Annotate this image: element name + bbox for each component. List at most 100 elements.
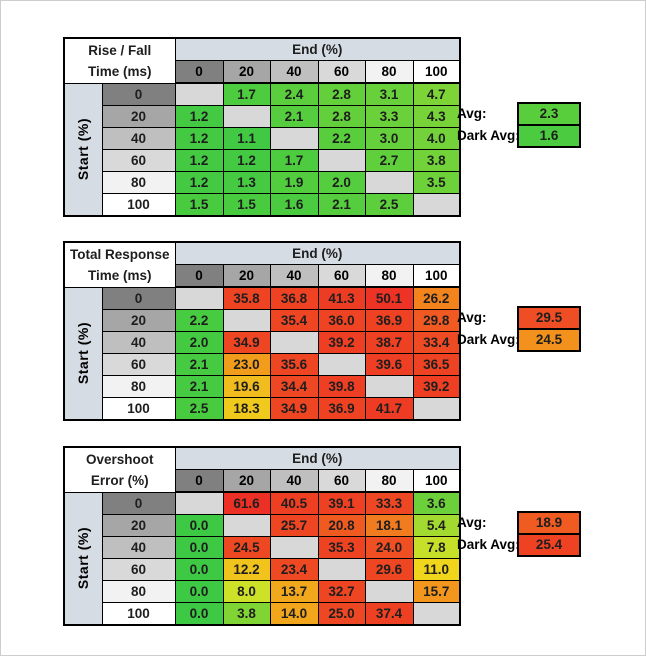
data-cell[interactable]: 2.1 (174, 375, 224, 398)
end-col-header-0[interactable]: 0 (174, 60, 224, 84)
dark-avg-value-cell[interactable]: 24.5 (519, 330, 579, 350)
data-cell[interactable]: 0.0 (174, 536, 224, 559)
start-row-header-40[interactable]: 40 (101, 331, 176, 354)
data-cell[interactable]: 36.9 (364, 309, 414, 332)
data-cell[interactable]: 39.2 (412, 375, 461, 398)
diagonal-blank-cell[interactable] (222, 309, 271, 332)
data-cell[interactable]: 1.2 (174, 149, 224, 172)
data-cell[interactable]: 36.0 (317, 309, 366, 332)
diagonal-blank-cell[interactable] (364, 375, 414, 398)
data-cell[interactable]: 12.2 (222, 558, 271, 581)
data-cell[interactable]: 1.7 (222, 82, 271, 106)
data-cell[interactable]: 33.4 (412, 331, 461, 354)
diagonal-blank-cell[interactable] (174, 82, 224, 106)
data-cell[interactable]: 38.7 (364, 331, 414, 354)
data-cell[interactable]: 36.5 (412, 353, 461, 376)
data-cell[interactable]: 8.0 (222, 580, 271, 603)
data-cell[interactable]: 25.0 (317, 602, 366, 626)
data-cell[interactable]: 1.1 (222, 127, 271, 150)
data-cell[interactable]: 41.7 (364, 397, 414, 421)
data-cell[interactable]: 34.9 (269, 397, 319, 421)
diagonal-blank-cell[interactable] (317, 149, 366, 172)
data-cell[interactable]: 39.6 (364, 353, 414, 376)
data-cell[interactable]: 1.3 (222, 171, 271, 194)
data-cell[interactable]: 3.8 (222, 602, 271, 626)
data-cell[interactable]: 35.3 (317, 536, 366, 559)
end-col-header-40[interactable]: 40 (269, 264, 319, 288)
data-cell[interactable]: 3.5 (412, 171, 461, 194)
end-col-header-60[interactable]: 60 (317, 469, 366, 493)
data-cell[interactable]: 34.4 (269, 375, 319, 398)
data-cell[interactable]: 3.8 (412, 149, 461, 172)
end-col-header-100[interactable]: 100 (412, 264, 461, 288)
data-cell[interactable]: 2.5 (364, 193, 414, 217)
data-cell[interactable]: 2.8 (317, 82, 366, 106)
data-cell[interactable]: 1.2 (174, 127, 224, 150)
data-cell[interactable]: 1.2 (222, 149, 271, 172)
data-cell[interactable]: 15.7 (412, 580, 461, 603)
end-axis-header[interactable]: End (%) (174, 241, 461, 265)
data-cell[interactable]: 20.8 (317, 514, 366, 537)
data-cell[interactable]: 13.7 (269, 580, 319, 603)
data-cell[interactable]: 23.0 (222, 353, 271, 376)
diagonal-blank-cell[interactable] (269, 127, 319, 150)
data-cell[interactable]: 3.3 (364, 105, 414, 128)
data-cell[interactable]: 2.2 (174, 309, 224, 332)
end-col-header-100[interactable]: 100 (412, 60, 461, 84)
data-cell[interactable]: 50.1 (364, 286, 414, 310)
data-cell[interactable]: 3.6 (412, 491, 461, 515)
data-cell[interactable]: 4.7 (412, 82, 461, 106)
data-cell[interactable]: 3.1 (364, 82, 414, 106)
end-col-header-20[interactable]: 20 (222, 469, 271, 493)
data-cell[interactable]: 1.2 (174, 171, 224, 194)
data-cell[interactable]: 2.8 (317, 105, 366, 128)
end-col-header-0[interactable]: 0 (174, 469, 224, 493)
data-cell[interactable]: 36.9 (317, 397, 366, 421)
data-cell[interactable]: 36.8 (269, 286, 319, 310)
end-col-header-20[interactable]: 20 (222, 264, 271, 288)
avg-value-cell[interactable]: 29.5 (519, 308, 579, 330)
start-row-header-20[interactable]: 20 (101, 105, 176, 128)
data-cell[interactable]: 39.8 (317, 375, 366, 398)
start-row-header-0[interactable]: 0 (101, 491, 176, 515)
data-cell[interactable]: 2.1 (269, 105, 319, 128)
start-row-header-100[interactable]: 100 (101, 397, 176, 421)
data-cell[interactable]: 29.8 (412, 309, 461, 332)
data-cell[interactable]: 2.1 (174, 353, 224, 376)
end-col-header-80[interactable]: 80 (364, 60, 414, 84)
data-cell[interactable]: 2.7 (364, 149, 414, 172)
data-cell[interactable]: 2.1 (317, 193, 366, 217)
diagonal-blank-cell[interactable] (222, 514, 271, 537)
data-cell[interactable]: 19.6 (222, 375, 271, 398)
data-cell[interactable]: 1.6 (269, 193, 319, 217)
data-cell[interactable]: 24.0 (364, 536, 414, 559)
end-axis-header[interactable]: End (%) (174, 446, 461, 470)
data-cell[interactable]: 2.4 (269, 82, 319, 106)
data-cell[interactable]: 1.2 (174, 105, 224, 128)
start-row-header-60[interactable]: 60 (101, 353, 176, 376)
diagonal-blank-cell[interactable] (174, 491, 224, 515)
data-cell[interactable]: 1.5 (222, 193, 271, 217)
start-row-header-0[interactable]: 0 (101, 82, 176, 106)
data-cell[interactable]: 18.3 (222, 397, 271, 421)
data-cell[interactable]: 39.2 (317, 331, 366, 354)
end-col-header-0[interactable]: 0 (174, 264, 224, 288)
data-cell[interactable]: 29.6 (364, 558, 414, 581)
data-cell[interactable]: 5.4 (412, 514, 461, 537)
data-cell[interactable]: 35.6 (269, 353, 319, 376)
end-col-header-60[interactable]: 60 (317, 264, 366, 288)
end-col-header-20[interactable]: 20 (222, 60, 271, 84)
end-col-header-80[interactable]: 80 (364, 469, 414, 493)
diagonal-blank-cell[interactable] (174, 286, 224, 310)
data-cell[interactable]: 1.9 (269, 171, 319, 194)
diagonal-blank-cell[interactable] (412, 193, 461, 217)
start-row-header-80[interactable]: 80 (101, 375, 176, 398)
diagonal-blank-cell[interactable] (269, 536, 319, 559)
data-cell[interactable]: 2.2 (317, 127, 366, 150)
start-row-header-20[interactable]: 20 (101, 309, 176, 332)
data-cell[interactable]: 40.5 (269, 491, 319, 515)
start-row-header-40[interactable]: 40 (101, 536, 176, 559)
data-cell[interactable]: 14.0 (269, 602, 319, 626)
start-row-header-60[interactable]: 60 (101, 149, 176, 172)
data-cell[interactable]: 7.8 (412, 536, 461, 559)
